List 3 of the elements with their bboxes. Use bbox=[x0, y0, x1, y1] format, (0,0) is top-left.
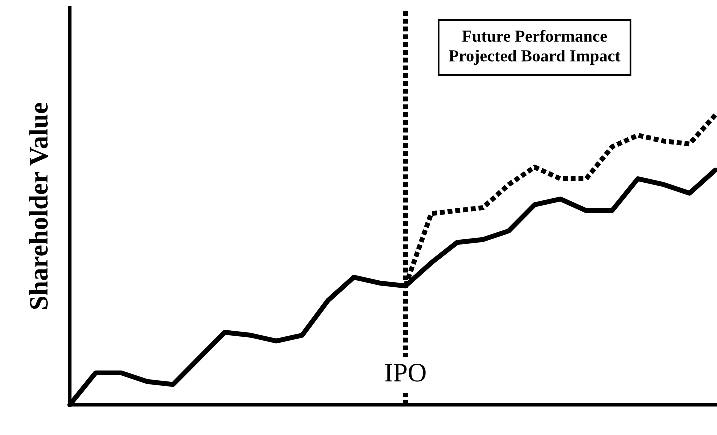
y-axis-title: Shareholder Value bbox=[29, 103, 48, 310]
annotation: IPO bbox=[385, 364, 426, 382]
text: Future Performance Projected Board Impact bbox=[449, 30, 621, 66]
